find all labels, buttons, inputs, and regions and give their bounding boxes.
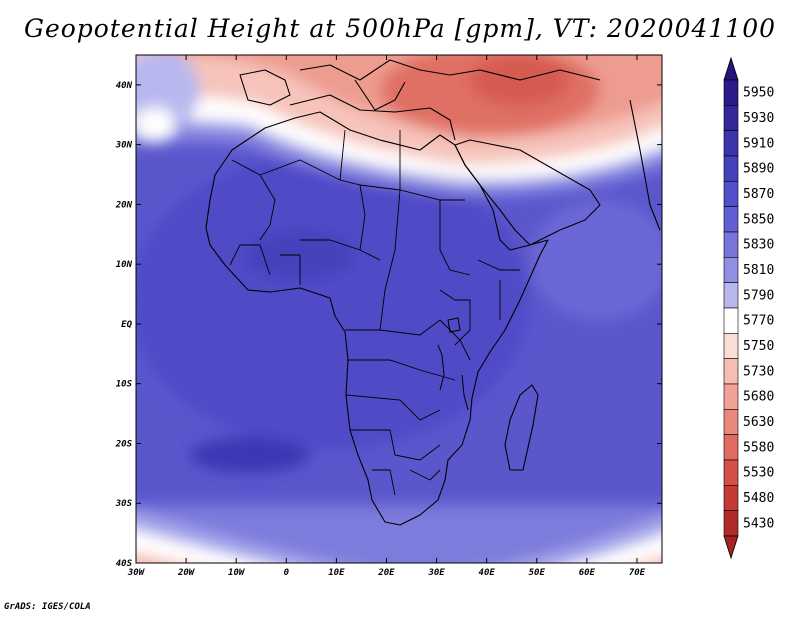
lat-tick-label: EQ: [121, 320, 132, 330]
colorbar-label: 5810: [743, 263, 774, 278]
lat-tick-label: 40S: [116, 559, 133, 569]
lon-tick-label: 70E: [629, 568, 646, 578]
colorbar-label: 5850: [743, 212, 774, 227]
colorbar-swatch: [723, 383, 739, 410]
coastlines: [205, 59, 661, 526]
lon-tick-label: 30E: [427, 568, 445, 578]
lat-tick-label: 10S: [116, 380, 133, 390]
lat-tick-label: 10N: [116, 260, 133, 270]
lon-tick-label: 0: [284, 568, 290, 578]
lon-tick-label: 10W: [228, 568, 246, 578]
footer-credit: GrADS: IGES/COLA: [4, 602, 91, 612]
colorbar-label: 5580: [743, 440, 774, 455]
colorbar-label: 5680: [743, 390, 774, 405]
country-borders: [229, 129, 520, 496]
lon-tick-label: 30W: [127, 568, 146, 578]
chart-title: Geopotential Height at 500hPa [gpm], VT:…: [23, 14, 777, 43]
colorbar-swatch: [723, 333, 739, 359]
colorbar-label: 5730: [743, 364, 774, 379]
colorbar-label: 5910: [743, 136, 774, 151]
lon-tick-label: 20E: [377, 568, 395, 578]
colorbar-swatch: [723, 510, 739, 537]
colorbar-label: 5750: [743, 339, 774, 354]
colorbar-swatch: [723, 307, 739, 334]
colorbar-swatch: [723, 485, 739, 511]
colorbar-swatch: [723, 206, 739, 233]
height-field: [136, 55, 662, 563]
lat-tick-label: 20S: [115, 439, 133, 449]
lon-tick-label: 50E: [529, 568, 546, 578]
colorbar-label: 5830: [743, 238, 774, 253]
colorbar-label: 5890: [743, 162, 774, 177]
colorbar-swatch: [723, 79, 739, 106]
colorbar-label: 5870: [743, 187, 774, 202]
colorbar-label: 5430: [743, 516, 774, 531]
colorbar-swatch: [723, 231, 739, 258]
colorbar-arrow-top: [723, 56, 739, 81]
colorbar-label: 5950: [743, 86, 774, 101]
colorbar-swatch: [723, 282, 739, 309]
lon-tick-label: 20W: [177, 568, 196, 578]
lat-tick-label: 30S: [115, 499, 133, 509]
lat-tick-label: 40N: [116, 81, 133, 91]
colorbar-swatch: [723, 434, 739, 461]
lon-tick-label: 40E: [479, 568, 496, 578]
colorbar-label: 5530: [743, 466, 774, 481]
colorbar-label: 5930: [743, 111, 774, 126]
map-frame: [135, 54, 663, 564]
lat-tick-label: 30N: [115, 141, 133, 151]
colorbar-swatch: [723, 155, 739, 182]
colorbar: 5950 5930 5910 5890 5870 5850 5830 5810 5790 5770…: [723, 56, 774, 560]
colorbar-arrow-bottom: [723, 535, 739, 560]
lat-tick-label: 20N: [115, 200, 133, 210]
colorbar-swatch: [723, 181, 739, 207]
colorbar-swatch: [723, 358, 739, 385]
colorbar-swatch: [723, 459, 739, 486]
lakes: [437, 317, 469, 411]
lon-tick-label: 10E: [328, 568, 345, 578]
map-axes: 30W 20W 10W 0 10E 20E 30E 40E 50E 60E 70E 40N 30N 20N…: [115, 55, 662, 578]
colorbar-swatch: [723, 409, 739, 435]
colorbar-label: 5790: [743, 288, 774, 303]
colorbar-swatch: [723, 130, 739, 157]
colorbar-swatch: [723, 105, 739, 131]
colorbar-swatch: [723, 257, 739, 283]
colorbar-label: 5630: [743, 415, 774, 430]
lon-tick-label: 60E: [579, 568, 596, 578]
colorbar-label: 5770: [743, 314, 774, 329]
colorbar-label: 5480: [743, 491, 774, 506]
